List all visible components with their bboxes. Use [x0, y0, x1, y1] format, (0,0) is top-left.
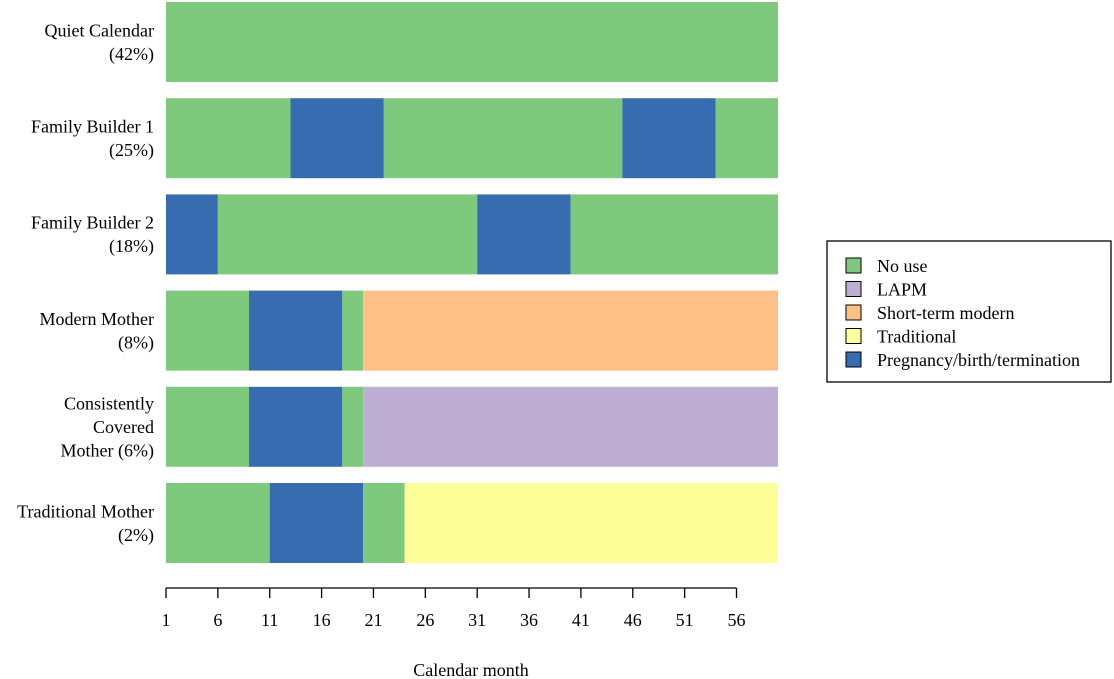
cluster-label: Family Builder 1	[31, 116, 154, 136]
legend-swatch	[845, 304, 862, 321]
bar-segment	[363, 386, 778, 467]
bar-segment	[363, 483, 405, 563]
bar-segment	[217, 194, 478, 275]
bar-segment	[715, 98, 778, 179]
bar-segment	[166, 290, 249, 371]
bar-segment	[622, 98, 716, 179]
cluster-label: Quiet Calendar	[45, 20, 154, 40]
bar-segment	[166, 2, 778, 82]
bars-group	[166, 2, 778, 563]
cluster-label: (18%)	[109, 236, 154, 257]
bar-segment	[166, 194, 218, 275]
cluster-label: (8%)	[118, 332, 154, 353]
x-axis: 1 6 11 16 21 26 31 36 41 46 51 56 Calendar month	[162, 587, 746, 679]
bar-segment	[570, 194, 778, 275]
x-tick-label: 16	[313, 610, 331, 630]
legend-swatch	[845, 281, 862, 297]
x-axis-title: Calendar month	[413, 660, 528, 679]
legend-swatch	[845, 257, 862, 274]
cluster-label: (42%)	[109, 44, 154, 65]
legend: No use LAPM Short-term modern Traditional Pr…	[826, 240, 1112, 383]
legend-label: No use	[877, 256, 928, 276]
x-tick-label: 56	[728, 610, 746, 630]
cluster-label: Traditional Mother	[17, 501, 154, 521]
legend-swatch	[845, 351, 862, 368]
cluster-label: Consistently	[64, 393, 154, 413]
x-tick-label: 36	[520, 610, 538, 630]
legend-items: No use LAPM Short-term modern Traditional Pr…	[845, 256, 1080, 370]
x-tick-label: 31	[468, 610, 486, 630]
x-tick-label: 6	[213, 610, 222, 630]
x-tick-label: 46	[624, 610, 642, 630]
cluster-label: Modern Mother	[40, 309, 154, 329]
bar-segment	[383, 98, 623, 179]
legend-label: LAPM	[877, 280, 927, 300]
cluster-label: Mother (6%)	[61, 440, 154, 461]
cluster-label: (2%)	[118, 525, 154, 546]
cluster-labels: Quiet Calendar (42%) Family Builder 1 (25%)…	[17, 20, 154, 546]
cluster-label: Covered	[93, 417, 154, 437]
legend-label: Pregnancy/birth/termination	[877, 350, 1080, 370]
bar-segment	[248, 386, 343, 467]
bar-segment	[477, 194, 571, 275]
bar-segment	[363, 290, 778, 371]
x-tick-label: 26	[416, 610, 434, 630]
bar-segment	[166, 98, 291, 179]
legend-label: Short-term modern	[877, 303, 1014, 323]
x-tick-label: 1	[162, 610, 171, 630]
cluster-label: Family Builder 2	[31, 213, 154, 233]
x-tick-label: 11	[261, 610, 278, 630]
legend-label: Traditional	[877, 327, 956, 347]
bar-segment	[269, 483, 364, 563]
bar-segment	[290, 98, 384, 179]
cluster-label: (25%)	[109, 140, 154, 161]
bar-segment	[342, 290, 364, 371]
x-tick-label: 21	[364, 610, 382, 630]
legend-swatch	[845, 328, 862, 344]
bar-segment	[342, 386, 364, 467]
bar-segment	[166, 483, 270, 563]
bar-segment	[166, 386, 249, 467]
legend-box	[826, 240, 1112, 383]
bar-segment	[404, 483, 778, 563]
x-tick-label: 51	[676, 610, 694, 630]
x-ticks: 1 6 11 16 21 26 31 36 41 46 51 56	[162, 588, 746, 630]
x-tick-label: 41	[572, 610, 590, 630]
bar-segment	[248, 290, 343, 371]
